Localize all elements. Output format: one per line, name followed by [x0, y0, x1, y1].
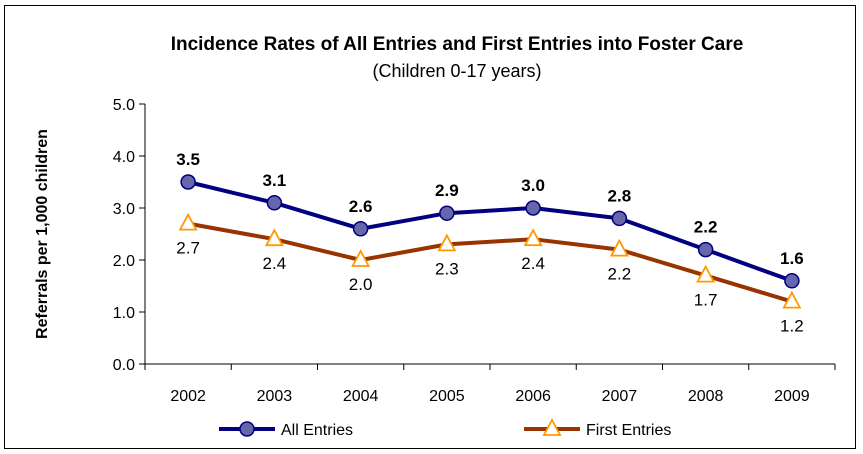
- x-tick-label: 2002: [170, 388, 206, 405]
- y-tick-label: 2.0: [113, 253, 135, 270]
- data-label-first-entries: 2.7: [176, 239, 200, 258]
- data-point-all-entries: [611, 210, 628, 227]
- data-point-all-entries: [266, 195, 283, 211]
- x-tick-label: 2006: [515, 388, 551, 405]
- data-label-all-entries: 2.6: [349, 197, 373, 216]
- x-tick-label: 2003: [257, 388, 293, 405]
- data-label-all-entries: 1.6: [780, 249, 804, 268]
- y-tick-label: 4.0: [113, 149, 135, 166]
- data-point-first-entries: [782, 290, 802, 309]
- x-tick-label: 2009: [774, 388, 810, 405]
- data-label-all-entries: 2.8: [608, 186, 632, 205]
- data-point-first-entries: [264, 228, 284, 247]
- data-label-first-entries: 1.2: [780, 317, 804, 336]
- legend-item-all-entries: All Entries: [219, 421, 353, 439]
- chart-title: Incidence Rates of All Entries and First…: [171, 34, 744, 55]
- data-label-all-entries: 2.9: [435, 181, 459, 200]
- data-label-first-entries: 2.0: [349, 275, 373, 294]
- data-point-first-entries: [178, 212, 198, 231]
- data-point-first-entries: [437, 233, 457, 252]
- legend-marker: [239, 421, 255, 437]
- data-label-all-entries: 2.2: [694, 218, 718, 237]
- y-tick-label: 5.0: [113, 97, 135, 114]
- y-tick-label: 0.0: [113, 357, 135, 374]
- data-label-all-entries: 3.1: [263, 171, 287, 190]
- data-label-first-entries: 2.4: [521, 254, 545, 273]
- data-point-first-entries: [696, 264, 716, 283]
- data-point-first-entries: [351, 249, 371, 267]
- chart-subtitle: (Children 0-17 years): [372, 61, 541, 81]
- series-line-all-entries: [187, 180, 793, 283]
- y-tick-label: 1.0: [113, 305, 135, 322]
- data-label-first-entries: 1.7: [694, 291, 718, 310]
- data-label-first-entries: 2.2: [608, 265, 632, 284]
- series-line-first-entries: [187, 221, 793, 304]
- data-point-first-entries: [609, 238, 629, 257]
- legend-label: All Entries: [281, 422, 353, 439]
- data-point-all-entries: [439, 205, 455, 221]
- data-point-first-entries: [523, 228, 543, 247]
- x-tick-label: 2007: [602, 388, 638, 405]
- axes: 0.0 1.0 2.0 3.0 4.0 5.0 2002 2003 2004 2005 2006 20…: [113, 97, 836, 405]
- data-point-all-entries: [352, 221, 369, 237]
- data-point-all-entries: [525, 200, 541, 216]
- legend: All Entries First Entries: [219, 418, 671, 439]
- data-point-all-entries: [697, 241, 714, 258]
- data-label-all-entries: 3.0: [521, 176, 545, 195]
- chart-frame: [4, 5, 856, 449]
- x-tick-label: 2004: [343, 388, 379, 405]
- series-layer: [178, 174, 802, 309]
- x-tick-label: 2008: [688, 388, 724, 405]
- data-label-first-entries: 2.3: [435, 259, 459, 278]
- data-labels: 3.5 3.1 2.6 2.9 3.0 2.8 2.2 1.6 2.7 2.4 2.0 2.3 2.4 2…: [176, 150, 803, 336]
- y-axis-label: Referrals per 1,000 children: [34, 129, 51, 339]
- legend-label: First Entries: [586, 422, 671, 439]
- legend-item-first-entries: First Entries: [524, 418, 671, 439]
- data-point-all-entries: [180, 174, 196, 190]
- data-label-all-entries: 3.5: [176, 150, 200, 169]
- data-label-first-entries: 2.4: [263, 254, 287, 273]
- y-tick-label: 3.0: [113, 201, 135, 218]
- data-point-all-entries: [784, 273, 800, 289]
- legend-marker: [542, 418, 562, 436]
- x-tick-label: 2005: [429, 388, 465, 405]
